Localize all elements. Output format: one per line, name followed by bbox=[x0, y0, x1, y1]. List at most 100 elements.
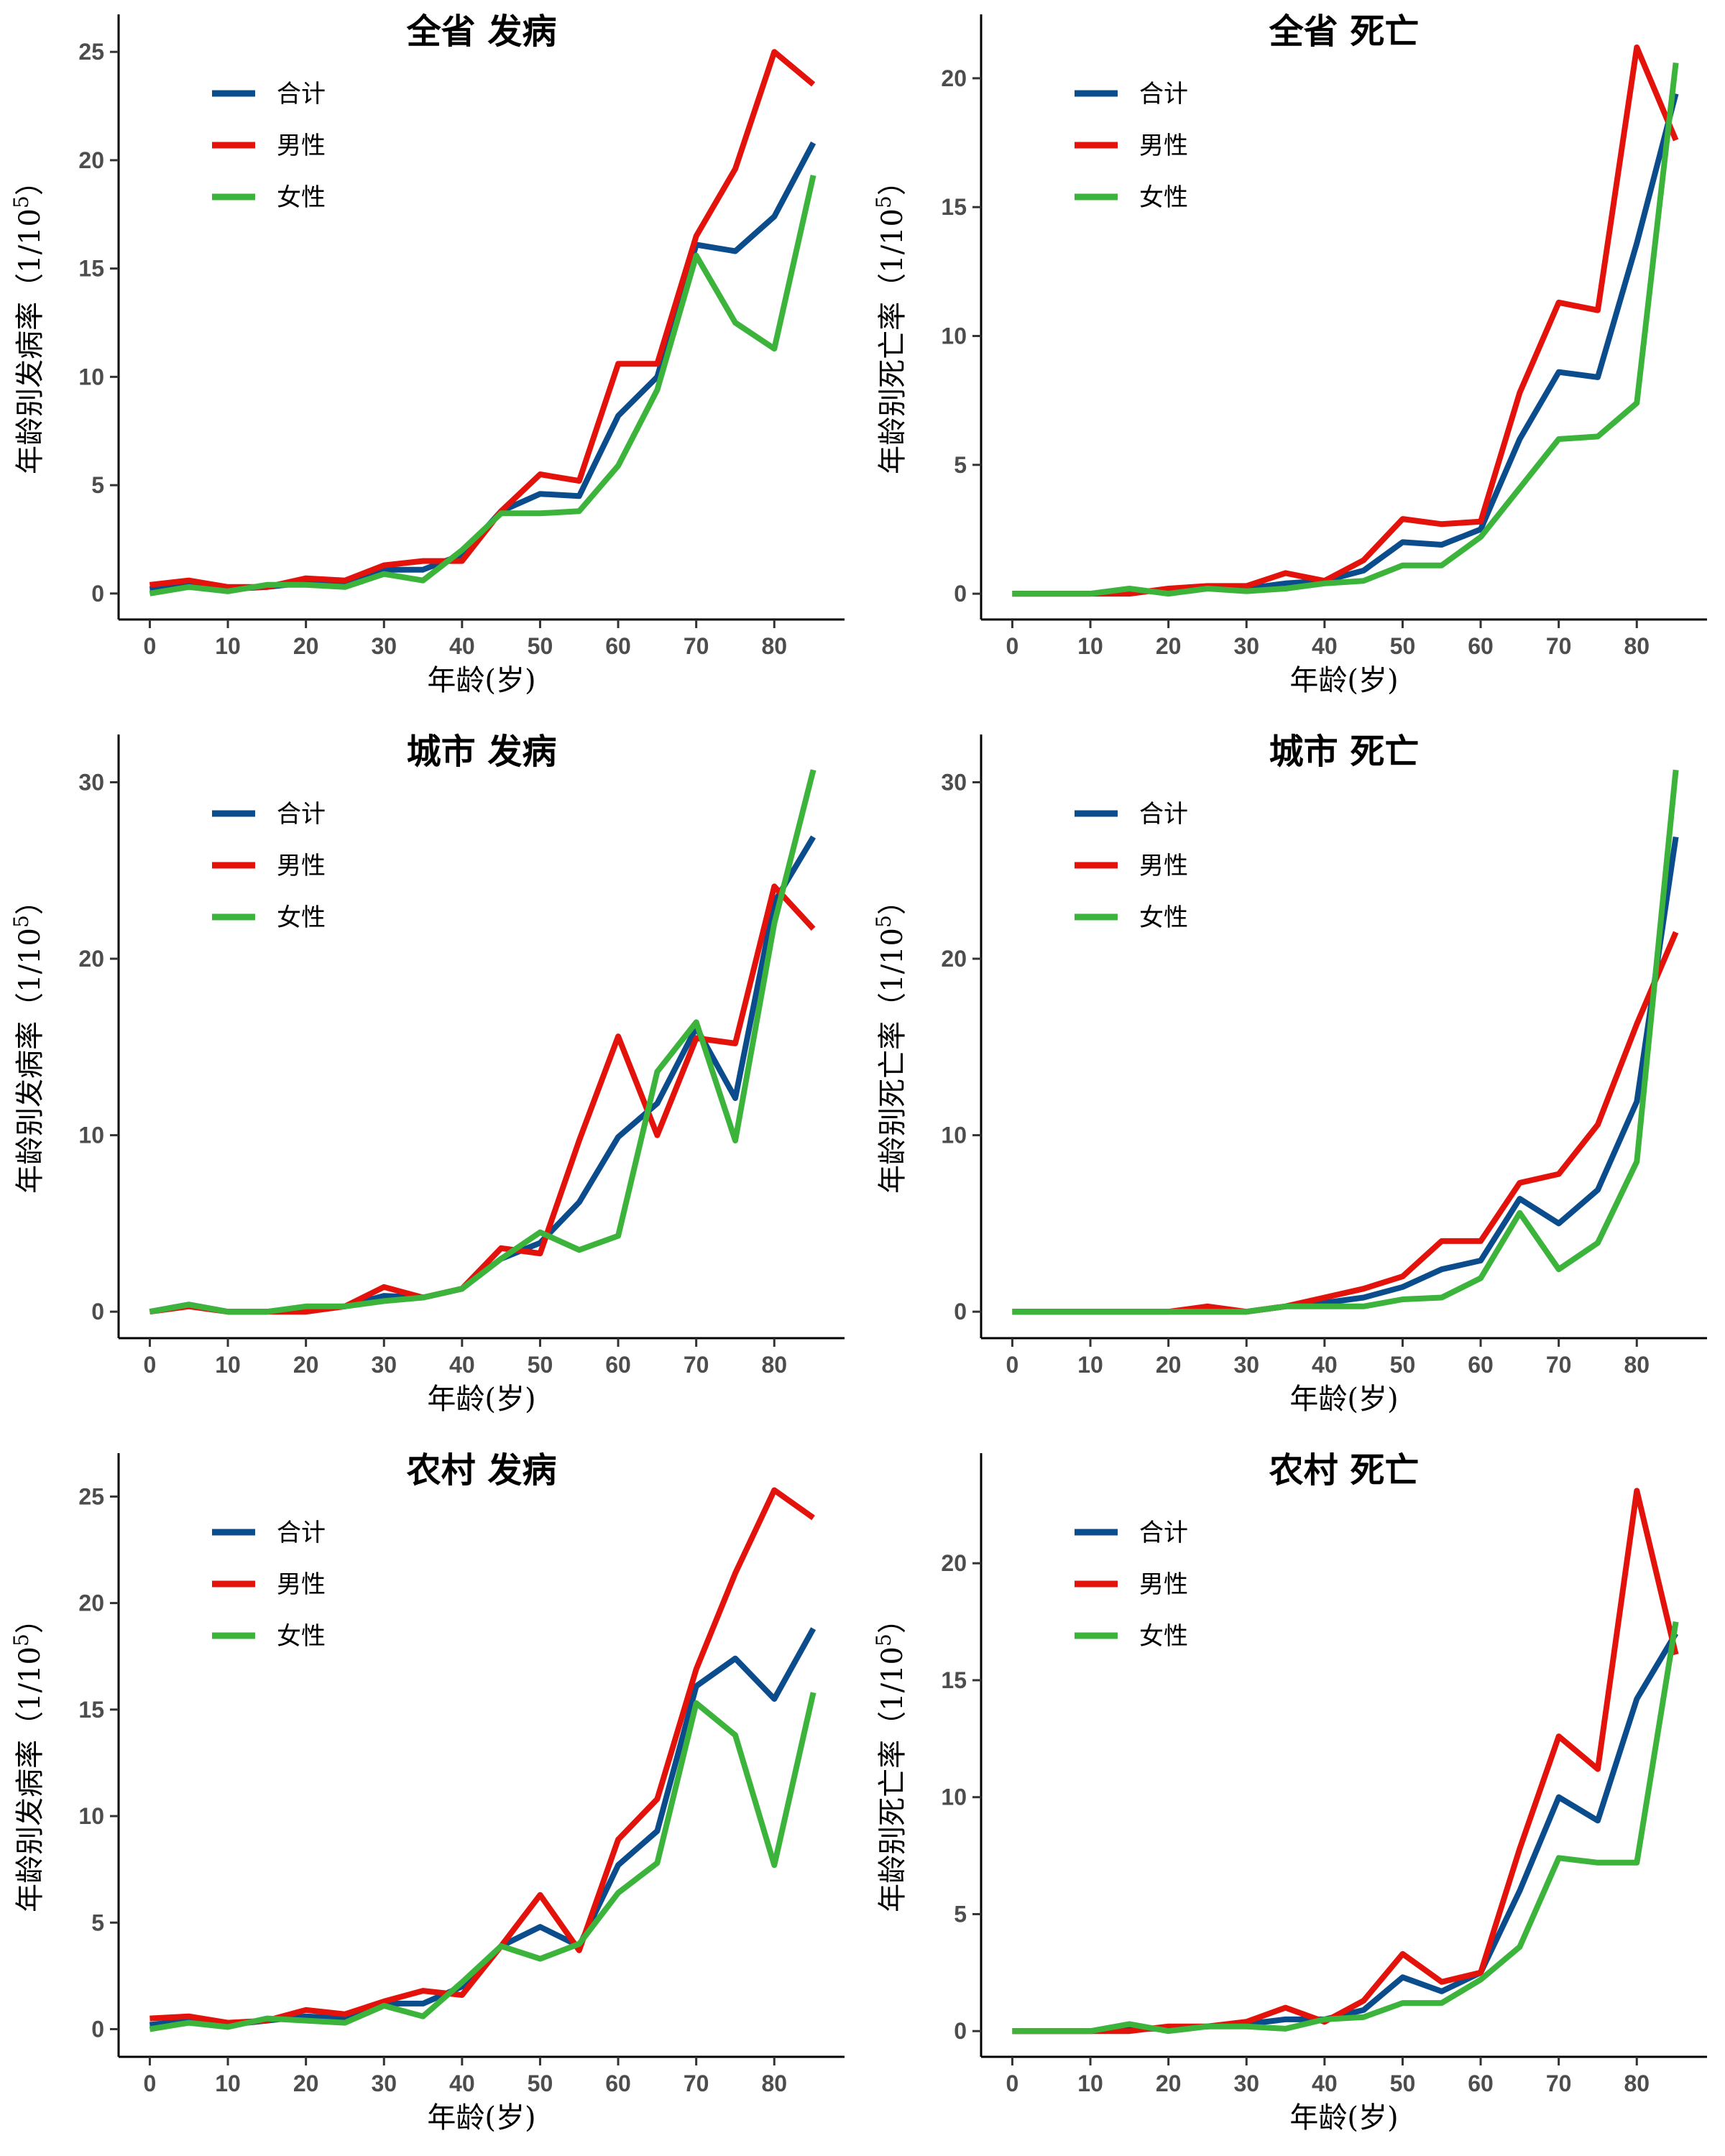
x-tick-label: 70 bbox=[684, 633, 709, 659]
x-tick-label: 10 bbox=[1077, 1352, 1103, 1378]
y-tick-label: 20 bbox=[941, 946, 967, 972]
series-line-3 bbox=[1012, 769, 1679, 1315]
y-axis-label-exponent: 5 bbox=[9, 915, 33, 928]
y-tick-label: 5 bbox=[91, 472, 104, 498]
y-axis-label-exponent: 5 bbox=[9, 1634, 33, 1646]
y-tick-label: 0 bbox=[91, 1299, 104, 1325]
x-tick-label: 70 bbox=[1546, 1352, 1572, 1378]
x-tick-label: 50 bbox=[528, 633, 553, 659]
y-axis-label: 年龄别死亡率（1/105） bbox=[872, 1605, 909, 1912]
x-tick-label: 20 bbox=[293, 2070, 319, 2096]
x-tick-label: 50 bbox=[1390, 2070, 1416, 2096]
y-tick-label: 10 bbox=[78, 1123, 104, 1148]
legend-label-1: 合计 bbox=[277, 80, 326, 109]
x-tick-label: 60 bbox=[605, 1352, 631, 1378]
chart-title: 农村 死亡 bbox=[1269, 1450, 1420, 1491]
y-tick-label: 10 bbox=[78, 364, 104, 390]
series-line-2 bbox=[150, 1487, 815, 2026]
x-tick-label: 0 bbox=[1006, 1352, 1019, 1378]
y-tick-label: 20 bbox=[78, 946, 104, 972]
y-tick-label: 20 bbox=[78, 147, 104, 173]
x-tick-label: 70 bbox=[1546, 2070, 1572, 2096]
y-tick-label: 20 bbox=[941, 1550, 967, 1576]
y-tick-label: 5 bbox=[91, 1909, 104, 1935]
chart-title: 全省 死亡 bbox=[1269, 11, 1420, 52]
series-line-2 bbox=[149, 883, 816, 1315]
y-tick-label: 20 bbox=[78, 1590, 104, 1616]
x-tick-label: 60 bbox=[605, 2070, 631, 2096]
y-tick-label: 15 bbox=[941, 1667, 967, 1693]
y-tick-label: 25 bbox=[78, 39, 104, 65]
x-tick-label: 30 bbox=[371, 633, 397, 659]
x-tick-label: 70 bbox=[684, 2070, 709, 2096]
y-tick-label: 0 bbox=[91, 581, 104, 607]
x-tick-label: 40 bbox=[1312, 2070, 1338, 2096]
x-tick-label: 60 bbox=[1468, 2070, 1494, 2096]
x-tick-label: 30 bbox=[1233, 2070, 1259, 2096]
x-tick-label: 50 bbox=[528, 1352, 553, 1378]
x-tick-label: 10 bbox=[1077, 2070, 1103, 2096]
y-tick-label: 10 bbox=[941, 1123, 967, 1148]
x-axis-label: 年龄(岁) bbox=[427, 1383, 535, 1416]
x-tick-label: 30 bbox=[371, 2070, 397, 2096]
y-axis-label-close: ） bbox=[14, 886, 47, 915]
x-tick-label: 10 bbox=[215, 633, 241, 659]
y-axis-label-exponent: 5 bbox=[872, 1634, 896, 1646]
y-tick-label: 5 bbox=[954, 452, 967, 478]
chart-title: 城市 死亡 bbox=[1269, 732, 1420, 772]
x-tick-label: 30 bbox=[1233, 633, 1259, 659]
x-tick-label: 20 bbox=[1156, 633, 1182, 659]
y-axis-label-main: 年龄别死亡率（1/10 bbox=[876, 208, 909, 474]
y-tick-label: 25 bbox=[78, 1483, 104, 1509]
chart-title: 全省 发病 bbox=[406, 11, 557, 52]
legend-label-3: 女性 bbox=[277, 183, 326, 212]
x-tick-label: 40 bbox=[449, 633, 475, 659]
x-tick-label: 0 bbox=[1006, 633, 1019, 659]
series-line-3 bbox=[1012, 62, 1679, 597]
x-tick-label: 80 bbox=[1624, 2070, 1650, 2096]
x-tick-label: 40 bbox=[449, 1352, 475, 1378]
x-tick-label: 10 bbox=[1077, 633, 1103, 659]
x-axis-label: 年龄(岁) bbox=[427, 2101, 535, 2134]
y-axis-label-exponent: 5 bbox=[872, 915, 896, 928]
chart-panel-5: 农村 发病 0 5 10 15 20 25 0 10 20 30 40 50 60 70 80 年龄(岁) 年龄别… bbox=[9, 1450, 845, 2134]
y-axis-label: 年龄别发病率（1/105） bbox=[9, 167, 47, 474]
y-axis-label-close: ） bbox=[876, 167, 909, 195]
y-tick-label: 15 bbox=[941, 194, 967, 220]
chart-panel-6: 农村 死亡 0 5 10 15 20 0 10 20 30 40 50 60 70 80 年龄(岁) 年龄别死亡… bbox=[872, 1450, 1707, 2134]
x-tick-label: 0 bbox=[144, 633, 157, 659]
x-tick-label: 80 bbox=[1624, 633, 1650, 659]
x-tick-label: 40 bbox=[1312, 633, 1338, 659]
y-tick-label: 10 bbox=[78, 1803, 104, 1829]
legend-label-1: 合计 bbox=[1139, 80, 1188, 109]
x-tick-label: 40 bbox=[1312, 1352, 1338, 1378]
series-line-3 bbox=[149, 769, 816, 1315]
x-tick-label: 50 bbox=[1390, 1352, 1416, 1378]
y-tick-label: 10 bbox=[941, 1784, 967, 1810]
x-tick-label: 50 bbox=[1390, 633, 1416, 659]
y-tick-label: 5 bbox=[954, 1901, 967, 1927]
chart-title: 城市 发病 bbox=[407, 732, 557, 772]
y-axis-label-main: 年龄别死亡率（1/10 bbox=[876, 928, 909, 1194]
legend-label-2: 男性 bbox=[277, 1570, 326, 1599]
legend-label-1: 合计 bbox=[277, 1519, 326, 1547]
chart-panel-4: 城市 死亡 0 10 20 30 0 10 20 30 40 50 60 70 80 年龄(岁) 年龄别死亡率… bbox=[872, 732, 1707, 1416]
y-axis-label: 年龄别发病率（1/105） bbox=[9, 886, 47, 1194]
legend-label-2: 男性 bbox=[1139, 132, 1188, 160]
series-line-2 bbox=[1012, 44, 1679, 597]
series-line-2 bbox=[149, 49, 816, 590]
y-tick-label: 0 bbox=[954, 1299, 967, 1325]
y-axis-label-main: 年龄别发病率（1/10 bbox=[14, 928, 47, 1194]
y-tick-label: 0 bbox=[954, 581, 967, 607]
y-axis-label-close: ） bbox=[876, 886, 909, 915]
y-tick-label: 10 bbox=[941, 323, 967, 349]
y-tick-label: 15 bbox=[78, 1697, 104, 1723]
x-tick-label: 30 bbox=[1233, 1352, 1259, 1378]
legend-label-1: 合计 bbox=[1139, 800, 1188, 829]
y-axis-label-close: ） bbox=[14, 167, 47, 195]
legend-label-3: 女性 bbox=[1139, 183, 1188, 212]
y-axis-label: 年龄别死亡率（1/105） bbox=[872, 167, 909, 474]
legend-label-3: 女性 bbox=[277, 1622, 326, 1651]
y-axis-label: 年龄别发病率（1/105） bbox=[9, 1605, 47, 1912]
y-axis-label-main: 年龄别死亡率（1/10 bbox=[876, 1646, 909, 1912]
